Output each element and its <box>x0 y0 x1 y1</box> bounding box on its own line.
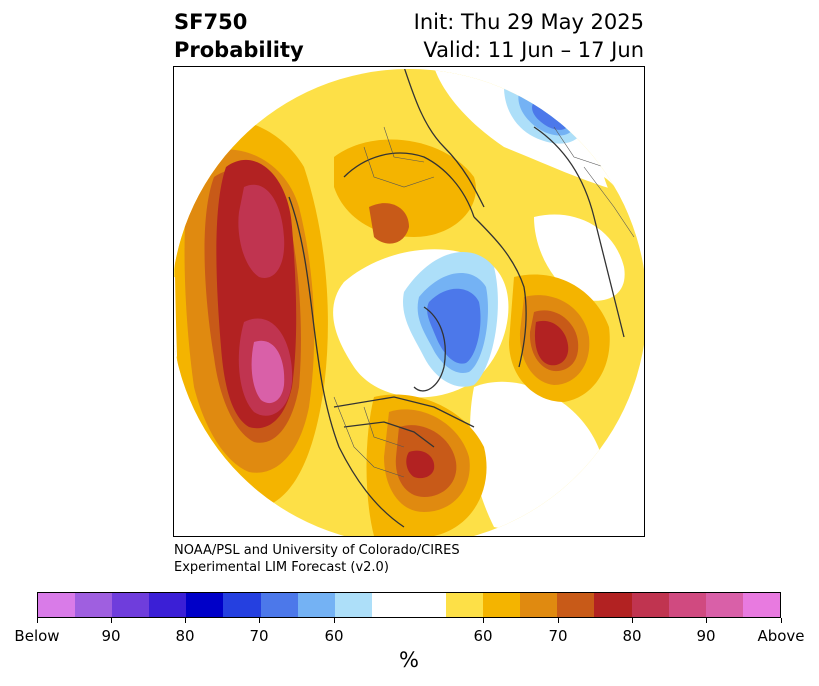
colorbar-tick-mark <box>37 618 38 623</box>
colorbar-tick-mark <box>558 618 559 623</box>
colorbar-swatch <box>557 593 595 617</box>
colorbar-swatch <box>38 593 76 617</box>
colorbar-tick-label: 80 <box>622 627 642 645</box>
colorbar-tick-label: 80 <box>175 627 195 645</box>
colorbar-tick-mark <box>185 618 186 623</box>
colorbar-swatch <box>297 593 335 617</box>
variable-label: SF750 <box>174 10 248 34</box>
forecast-field <box>174 69 644 536</box>
colorbar-swatch <box>705 593 743 617</box>
polar-map <box>173 66 645 537</box>
colorbar-swatch <box>186 593 224 617</box>
colorbar-swatch <box>112 593 150 617</box>
product-label: Probability <box>174 38 304 62</box>
colorbar-swatch <box>260 593 298 617</box>
colorbar-swatch <box>668 593 706 617</box>
colorbar-tick-label: 70 <box>548 627 568 645</box>
credit-line-2: Experimental LIM Forecast (v2.0) <box>174 560 389 575</box>
map-title: SF750 Probability <box>174 8 304 64</box>
colorbar-swatch <box>371 593 409 617</box>
colorbar-tick-label: 90 <box>101 627 121 645</box>
colorbar <box>37 592 781 618</box>
colorbar-swatch <box>334 593 372 617</box>
init-date: Init: Thu 29 May 2025 <box>413 10 644 34</box>
colorbar-tick-label: Above <box>757 627 805 645</box>
colorbar-swatch <box>520 593 558 617</box>
colorbar-swatch <box>631 593 669 617</box>
colorbar-tick-mark <box>483 618 484 623</box>
colorbar-swatch <box>742 593 780 617</box>
colorbar-swatch <box>408 593 447 617</box>
colorbar-swatch <box>594 593 632 617</box>
colorbar-unit: % <box>399 648 419 672</box>
colorbar-tick-mark <box>111 618 112 623</box>
colorbar-swatch <box>149 593 187 617</box>
colorbar-tick-label: 60 <box>473 627 493 645</box>
date-info: Init: Thu 29 May 2025 Valid: 11 Jun – 17… <box>414 8 644 64</box>
colorbar-swatch <box>75 593 113 617</box>
colorbar-tick-mark <box>632 618 633 623</box>
colorbar-tick-mark <box>706 618 707 623</box>
colorbar-tick-mark <box>781 618 782 623</box>
credit-line-1: NOAA/PSL and University of Colorado/CIRE… <box>174 543 460 558</box>
colorbar-swatch <box>223 593 261 617</box>
credit-text: NOAA/PSL and University of Colorado/CIRE… <box>174 542 460 576</box>
colorbar-tick-label: 60 <box>324 627 344 645</box>
colorbar-tick-mark <box>334 618 335 623</box>
colorbar-swatch <box>446 593 484 617</box>
colorbar-tick-mark <box>259 618 260 623</box>
colorbar-tick-label: 70 <box>249 627 269 645</box>
colorbar-tick-label: Below <box>14 627 60 645</box>
valid-range: Valid: 11 Jun – 17 Jun <box>423 38 644 62</box>
colorbar-swatch <box>483 593 521 617</box>
colorbar-tick-label: 90 <box>696 627 716 645</box>
